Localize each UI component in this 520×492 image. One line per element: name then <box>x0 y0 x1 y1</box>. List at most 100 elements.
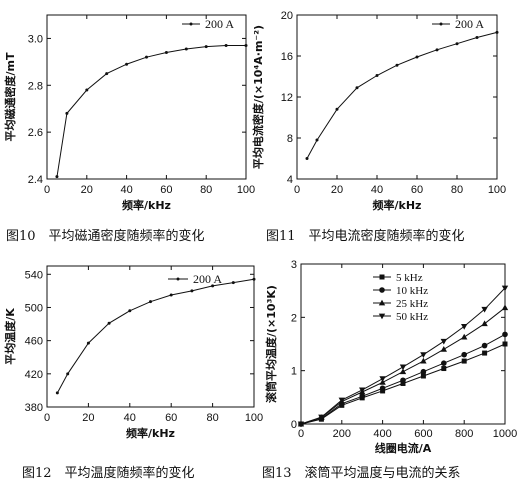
data-point <box>55 175 59 179</box>
y-axis-label: 平均电流密度/(×10⁴A·m⁻²) <box>251 25 265 169</box>
data-point <box>379 385 386 392</box>
data-point <box>481 306 488 313</box>
data-point <box>128 309 132 313</box>
data-point <box>399 368 407 375</box>
x-tick-label: 0 <box>294 184 300 196</box>
legend-label: 200 A <box>205 17 234 31</box>
x-tick-label: 20 <box>81 184 93 196</box>
data-point <box>420 373 426 379</box>
chart-magnetic-flux-density: 0 20 40 60 80 100 2.4 2.6 2.8 3.0 频率/kHz 平均磁通密度/mT 2… <box>3 14 255 244</box>
data-point <box>231 281 235 285</box>
chart-current-density: 0 20 40 60 80 100 4 8 12 16 20 频率/kHz 平均电流密度/(×10⁴A·… <box>251 10 506 244</box>
chart-drum-temperature-vs-current: 0 200 400 600 800 1000 0 1 2 3 线圈电流/A 滚筒平均温度/(×10³K… <box>262 259 517 481</box>
x-tick-label: 20 <box>82 412 94 424</box>
data-point <box>441 360 447 367</box>
y-tick-label: 380 <box>25 402 43 414</box>
data-point <box>145 55 148 59</box>
data-point <box>224 43 228 47</box>
x-tick-label: 20 <box>331 184 343 196</box>
x-tick-label: 60 <box>160 184 172 196</box>
data-point <box>502 331 508 338</box>
legend-marker <box>176 277 180 281</box>
figure-caption: 图12 平均温度随频率的变化 <box>22 465 195 481</box>
x-tick-label: 1000 <box>493 428 517 440</box>
data-point <box>461 324 468 330</box>
y-tick-label: 8 <box>287 133 293 145</box>
y-tick-label: 16 <box>281 51 293 63</box>
data-point <box>107 321 111 325</box>
y-axis-label: 平均磁通密度/mT <box>3 52 17 141</box>
y-tick-label: 2.8 <box>28 80 43 92</box>
data-point <box>435 48 439 52</box>
plot-frame <box>46 265 255 408</box>
series-line <box>56 278 255 394</box>
data-point <box>338 397 345 404</box>
data-point <box>244 43 248 47</box>
y-tick-label: 12 <box>281 92 293 104</box>
y-tick-label: 540 <box>25 269 43 281</box>
x-axis-label: 频率/kHz <box>126 426 175 440</box>
data-point <box>164 50 168 54</box>
y-tick-label: 1 <box>291 366 297 378</box>
x-tick-label: 60 <box>165 412 177 424</box>
data-point <box>461 358 467 364</box>
data-point <box>359 393 366 400</box>
y-axis-label: 滚筒平均温度/(×10³K) <box>264 285 278 403</box>
data-point <box>65 111 69 115</box>
x-tick-label: 80 <box>451 184 463 196</box>
legend-label: 200 A <box>455 17 484 31</box>
data-point <box>420 352 427 358</box>
legend-label: 10 kHz <box>396 285 428 297</box>
data-point <box>184 47 188 51</box>
data-point <box>318 414 325 421</box>
data-point <box>440 346 447 352</box>
y-axis-label: 平均温度/K <box>3 308 17 365</box>
data-point <box>481 342 488 349</box>
data-point <box>400 380 406 386</box>
x-tick-label: 40 <box>371 184 383 196</box>
legend-marker <box>379 287 385 293</box>
data-point <box>85 88 89 92</box>
series-3 <box>297 304 509 427</box>
data-point <box>481 320 488 327</box>
y-tick-label: 2.6 <box>28 127 43 139</box>
x-tick-label: 200 <box>333 428 351 440</box>
data-point <box>441 366 447 372</box>
data-point <box>475 36 479 40</box>
data-point <box>375 73 379 77</box>
legend-marker <box>378 299 386 306</box>
x-tick-label: 0 <box>298 428 304 440</box>
x-tick-label: 100 <box>488 184 506 196</box>
data-point <box>482 350 488 356</box>
legend-marker <box>378 313 386 320</box>
legend-label: 5 kHz <box>396 272 423 284</box>
figure-caption: 图10 平均磁通密度随频率的变化 <box>6 228 205 244</box>
legend-label: 50 kHz <box>396 311 428 323</box>
data-point <box>190 289 194 293</box>
series-line <box>56 45 246 177</box>
y-tick-label: 2.4 <box>28 174 43 186</box>
y-tick-label: 460 <box>25 336 43 348</box>
x-tick-label: 600 <box>414 428 432 440</box>
x-tick-label: 40 <box>120 184 132 196</box>
legend-marker <box>189 22 193 26</box>
y-tick-label: 20 <box>281 10 293 22</box>
series-1 <box>305 30 499 160</box>
data-point <box>149 300 152 304</box>
data-point <box>359 387 366 394</box>
y-tick-label: 420 <box>25 369 43 381</box>
y-tick-label: 0 <box>291 419 297 431</box>
legend-marker <box>439 22 443 26</box>
data-point <box>461 351 468 358</box>
data-point <box>455 42 459 46</box>
x-axis-label: 频率/kHz <box>373 198 422 212</box>
data-point <box>440 338 447 345</box>
figure-caption: 图11 平均电流密度随频率的变化 <box>266 228 465 244</box>
data-point <box>204 45 208 49</box>
x-tick-label: 80 <box>200 184 212 196</box>
data-point <box>420 357 427 364</box>
plot-frame <box>296 14 498 180</box>
series-1 <box>55 43 248 179</box>
x-tick-label: 80 <box>206 412 218 424</box>
